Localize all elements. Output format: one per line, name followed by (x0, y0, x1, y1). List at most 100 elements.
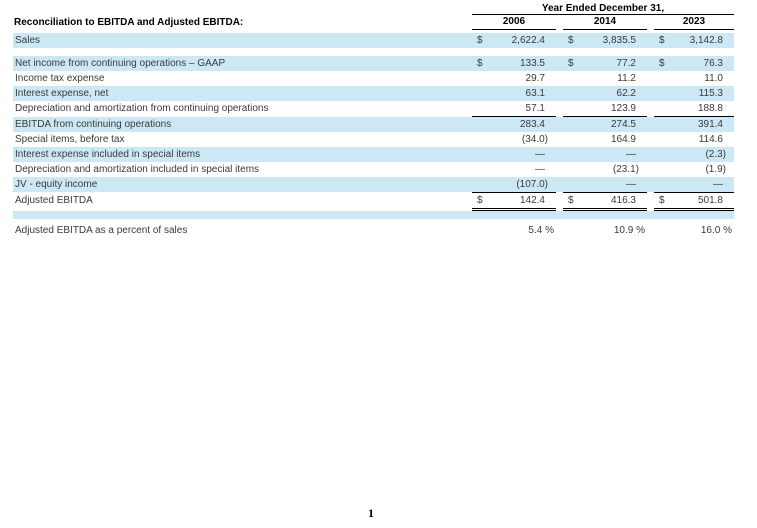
column-gap (647, 147, 654, 162)
value-cell: 10.9 % (563, 223, 647, 238)
row-label: Adjusted EBITDA (15, 195, 93, 206)
table-row-adjusted-ebitda-percent: Adjusted EBITDA as a percent of sales 5.… (13, 223, 734, 238)
column-gap (556, 162, 563, 177)
column-gap (556, 71, 563, 86)
currency-symbol: $ (477, 195, 483, 206)
row-label: Special items, before tax (15, 134, 125, 145)
value-cell: $133.5 (472, 56, 556, 71)
column-gap (556, 56, 563, 71)
value-cell: 62.2 (563, 86, 647, 101)
value-cell: $416.3 (563, 193, 647, 208)
value-cell: 114.6 (654, 132, 734, 147)
cell-value: 29.7 (525, 73, 545, 84)
year-column-header-3: 2023 (654, 15, 734, 30)
column-rule (13, 192, 734, 193)
cell-value: 391.4 (697, 119, 723, 130)
cell-value: 142.4 (519, 195, 545, 206)
cell-value: 115.3 (698, 88, 723, 99)
value-cell: 11.2 (563, 71, 647, 86)
value-cell: 11.0 (654, 71, 734, 86)
value-cell: (1.9) (654, 162, 734, 177)
cell-value: 416.3 (610, 195, 636, 206)
value-cell: 283.4 (472, 117, 556, 132)
table-row-adjusted-ebitda: Adjusted EBITDA $142.4 $416.3 $501.8 (13, 193, 734, 208)
value-cell: (2.3) (654, 147, 734, 162)
double-rule (13, 208, 734, 211)
cell-value: (2.3) (705, 149, 726, 160)
cell-value: 274.5 (610, 119, 636, 130)
cell-value: 63.1 (525, 88, 545, 99)
cell-value: (107.0) (516, 179, 548, 190)
column-gap (647, 117, 654, 132)
table-row-ebitda: EBITDA from continuing operations 283.4 … (13, 117, 734, 132)
year-column-header-2: 2014 (563, 15, 647, 30)
period-header: Year Ended December 31, (472, 3, 734, 15)
cell-value: 77.2 (616, 58, 636, 69)
cell-value: 188.8 (697, 103, 723, 114)
currency-symbol: $ (568, 58, 574, 69)
column-gap (647, 132, 654, 147)
table-row-sales: Sales $2,622.4 $3,835.5 $3,142.8 (13, 33, 734, 48)
column-gap (556, 147, 563, 162)
currency-symbol: $ (477, 35, 483, 46)
column-gap (647, 193, 654, 208)
cell-value: 5.4 % (528, 225, 554, 236)
row-label: Depreciation and amortization included i… (15, 164, 260, 175)
row-label: Income tax expense (15, 73, 105, 84)
spacer-row (13, 48, 734, 56)
row-label: Interest expense included in special ite… (15, 149, 201, 160)
table-row-depreciation-amortization: Depreciation and amortization from conti… (13, 101, 734, 116)
column-gap (647, 33, 654, 48)
value-cell: (34.0) (472, 132, 556, 147)
cell-value: — (626, 149, 636, 160)
column-rule (13, 116, 734, 117)
value-cell: 164.9 (563, 132, 647, 147)
value-cell: 188.8 (654, 101, 734, 116)
cell-value: 123.9 (610, 103, 636, 114)
value-cell: (107.0) (472, 177, 556, 192)
value-cell: 16.0 % (654, 223, 734, 238)
row-label: Sales (15, 35, 41, 46)
value-cell: (23.1) (563, 162, 647, 177)
column-gap (556, 132, 563, 147)
value-cell: — (563, 177, 647, 192)
table-row-income-tax: Income tax expense 29.7 11.2 11.0 (13, 71, 734, 86)
row-label: Interest expense, net (15, 88, 109, 99)
column-gap (556, 223, 563, 238)
value-cell: 29.7 (472, 71, 556, 86)
table-row-jv-equity-income: JV - equity income (107.0) — — (13, 177, 734, 192)
cell-value: 16.0 % (700, 225, 732, 236)
cell-value: 164.9 (610, 134, 636, 145)
row-label: JV - equity income (15, 179, 98, 190)
column-gap (556, 101, 563, 116)
value-cell: — (654, 177, 734, 192)
value-cell: $501.8 (654, 193, 734, 208)
column-gap (647, 223, 654, 238)
cell-value: (23.1) (612, 164, 639, 175)
cell-value: 57.1 (525, 103, 545, 114)
row-label: EBITDA from continuing operations (15, 119, 172, 130)
label-column-spacer (13, 3, 472, 15)
value-cell: 391.4 (654, 117, 734, 132)
year-header-row: Reconciliation to EBITDA and Adjusted EB… (13, 15, 734, 30)
cell-value: 11.0 (704, 73, 723, 84)
value-cell: 115.3 (654, 86, 734, 101)
value-cell: $3,835.5 (563, 33, 647, 48)
value-cell: — (472, 147, 556, 162)
cell-value: 62.2 (616, 88, 636, 99)
column-gap (647, 101, 654, 116)
currency-symbol: $ (568, 35, 574, 46)
value-cell: $76.3 (654, 56, 734, 71)
currency-symbol: $ (659, 35, 665, 46)
row-label: Net income from continuing operations – … (15, 58, 226, 69)
row-label: Depreciation and amortization from conti… (15, 103, 269, 114)
cell-value: — (713, 179, 723, 190)
currency-symbol: $ (659, 58, 665, 69)
row-label: Adjusted EBITDA as a percent of sales (15, 225, 188, 236)
value-cell: 63.1 (472, 86, 556, 101)
cell-value: 2,622.4 (511, 35, 545, 46)
table-row-special-items: Special items, before tax (34.0) 164.9 1… (13, 132, 734, 147)
cell-value: (1.9) (705, 164, 726, 175)
value-cell: 5.4 % (472, 223, 556, 238)
value-cell: — (563, 147, 647, 162)
